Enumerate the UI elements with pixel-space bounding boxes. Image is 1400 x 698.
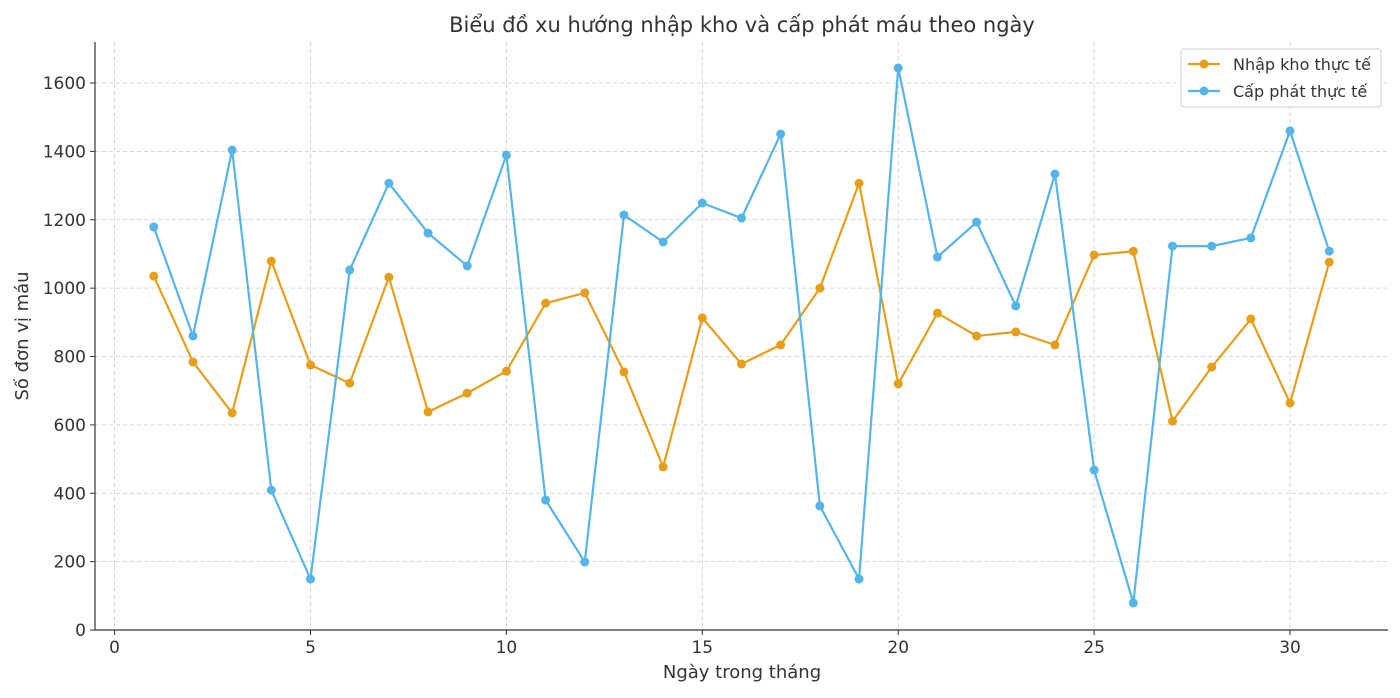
data-point [266,256,276,266]
data-point [1011,301,1021,311]
data-point [1324,246,1334,256]
data-point [932,308,942,318]
data-point [384,272,394,282]
data-point [1168,416,1177,426]
y-tick-label: 200 [54,553,86,573]
data-point [1285,126,1295,136]
data-point [1207,362,1217,372]
data-point [1050,169,1060,179]
data-point [854,574,864,584]
x-tick-label: 10 [496,638,518,658]
chart-title: Biểu đồ xu hướng nhập kho và cấp phát má… [449,13,1035,37]
data-point [423,407,433,417]
data-point [345,265,355,275]
data-point [580,557,590,567]
legend-marker [1199,86,1209,96]
data-point [776,340,786,350]
data-point [1168,241,1177,251]
data-point [1128,246,1138,256]
data-point [972,331,982,341]
data-point [932,252,942,262]
data-point [462,388,472,398]
data-point [580,288,590,298]
x-axis-label: Ngày trong tháng [663,662,821,683]
legend: Nhập kho thực tế Cấp phát thực tế [1180,48,1382,108]
data-point [501,366,511,376]
data-point [188,357,198,367]
x-tick-label: 15 [691,638,713,658]
data-point [658,237,668,247]
x-tick-label: 20 [887,638,909,658]
y-tick-label: 0 [75,621,86,641]
data-point [697,198,707,208]
legend-box [1180,48,1382,108]
data-point [1128,598,1138,608]
data-point [1089,250,1099,260]
data-point [423,228,433,238]
data-point [893,63,903,73]
data-point [1089,465,1099,475]
data-point [893,379,903,389]
y-tick-label: 600 [54,416,86,436]
data-point [541,495,551,505]
data-point [737,213,746,223]
data-point [972,217,982,227]
data-point [1324,257,1334,267]
data-point [697,313,707,323]
data-point [266,485,276,495]
y-tick-label: 1000 [43,279,86,299]
data-point [227,145,237,155]
data-point [619,367,629,377]
x-tick-label: 0 [109,638,120,658]
data-point [384,178,394,188]
data-point [776,129,786,139]
data-point [149,222,159,232]
y-tick-label: 1600 [43,74,86,94]
data-point [345,378,355,388]
data-point [501,150,511,160]
data-point [227,408,237,418]
legend-marker [1199,59,1209,69]
y-axis-label: Số đơn vị máu [12,271,33,400]
legend-label: Cấp phát thực tế [1233,82,1367,101]
data-point [1050,340,1060,350]
data-point [1246,233,1256,243]
data-point [815,283,825,293]
x-tick-label: 30 [1279,638,1301,658]
y-tick-label: 800 [54,348,86,368]
data-point [306,360,315,370]
data-point [306,574,315,584]
data-point [188,331,198,341]
data-point [541,298,551,308]
y-tick-label: 1400 [43,142,86,162]
data-point [462,261,472,271]
data-point [1011,327,1021,337]
data-point [737,359,746,369]
data-point [1246,314,1256,324]
y-tick-label: 1200 [43,211,86,231]
x-tick-label: 5 [305,638,316,658]
x-tick-label: 25 [1083,638,1105,658]
data-point [815,501,825,511]
data-point [619,210,629,220]
data-point [1207,241,1217,251]
data-point [149,271,159,281]
data-point [1285,398,1295,408]
y-tick-label: 400 [54,484,86,504]
legend-label: Nhập kho thực tế [1233,55,1371,74]
data-point [854,178,864,188]
data-point [658,462,668,472]
